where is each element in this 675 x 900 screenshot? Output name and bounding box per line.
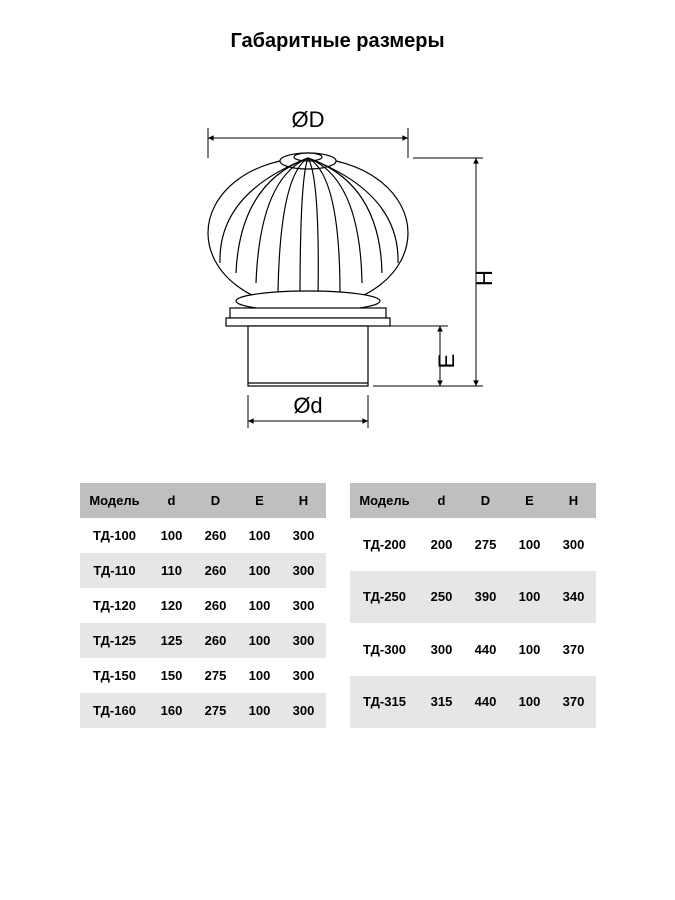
col-header-D: D: [194, 483, 238, 518]
cell-E: 100: [508, 571, 552, 624]
cell-H: 300: [282, 518, 326, 553]
cell-E: 100: [238, 623, 282, 658]
table-row: ТД-200200275100300: [350, 518, 596, 571]
table-row: ТД-315315440100370: [350, 676, 596, 729]
table-row: ТД-250250390100340: [350, 571, 596, 624]
cell-D: 390: [464, 571, 508, 624]
cell-model: ТД-200: [350, 518, 420, 571]
cell-E: 100: [238, 693, 282, 728]
cell-D: 260: [194, 553, 238, 588]
cell-H: 340: [552, 571, 596, 624]
cell-H: 300: [282, 588, 326, 623]
table-row: ТД-125125260100300: [80, 623, 326, 658]
cell-E: 100: [238, 588, 282, 623]
cell-d: 160: [150, 693, 194, 728]
col-header-H: H: [282, 483, 326, 518]
table-row: ТД-120120260100300: [80, 588, 326, 623]
label-H: H: [472, 270, 497, 286]
cell-D: 275: [194, 693, 238, 728]
cell-H: 300: [282, 658, 326, 693]
col-header-d: d: [150, 483, 194, 518]
table-row: ТД-160160275100300: [80, 693, 326, 728]
turbine-diagram: ØD: [148, 83, 528, 443]
table-row: ТД-100100260100300: [80, 518, 326, 553]
col-header-E: E: [508, 483, 552, 518]
cell-model: ТД-160: [80, 693, 150, 728]
cell-H: 370: [552, 676, 596, 729]
dimensions-table-left: Модель d D E H ТД-100100260100300ТД-1101…: [80, 483, 326, 728]
cell-E: 100: [238, 553, 282, 588]
table-row: ТД-300300440100370: [350, 623, 596, 676]
col-header-D: D: [464, 483, 508, 518]
cell-d: 200: [420, 518, 464, 571]
cell-H: 300: [282, 553, 326, 588]
cell-E: 100: [508, 518, 552, 571]
cell-model: ТД-315: [350, 676, 420, 729]
cell-d: 300: [420, 623, 464, 676]
cell-d: 125: [150, 623, 194, 658]
cell-D: 275: [194, 658, 238, 693]
cell-d: 150: [150, 658, 194, 693]
col-header-model: Модель: [350, 483, 420, 518]
cell-d: 100: [150, 518, 194, 553]
cell-E: 100: [508, 676, 552, 729]
cell-D: 275: [464, 518, 508, 571]
cell-D: 440: [464, 623, 508, 676]
cell-H: 300: [282, 623, 326, 658]
cell-H: 370: [552, 623, 596, 676]
cell-d: 110: [150, 553, 194, 588]
label-E: E: [434, 354, 459, 369]
cell-D: 440: [464, 676, 508, 729]
label-D: ØD: [291, 107, 324, 132]
col-header-E: E: [238, 483, 282, 518]
table-row: ТД-110110260100300: [80, 553, 326, 588]
label-d: Ød: [293, 393, 322, 418]
cell-model: ТД-110: [80, 553, 150, 588]
col-header-model: Модель: [80, 483, 150, 518]
cell-model: ТД-250: [350, 571, 420, 624]
cell-H: 300: [552, 518, 596, 571]
cell-d: 315: [420, 676, 464, 729]
table-row: ТД-150150275100300: [80, 658, 326, 693]
cell-D: 260: [194, 518, 238, 553]
cell-E: 100: [238, 518, 282, 553]
cell-d: 250: [420, 571, 464, 624]
cell-model: ТД-100: [80, 518, 150, 553]
tables-container: Модель d D E H ТД-100100260100300ТД-1101…: [40, 483, 635, 728]
cell-model: ТД-125: [80, 623, 150, 658]
cell-E: 100: [508, 623, 552, 676]
page-title: Габаритные размеры: [40, 30, 635, 53]
cell-model: ТД-300: [350, 623, 420, 676]
cell-H: 300: [282, 693, 326, 728]
dimensions-table-right: Модель d D E H ТД-200200275100300ТД-2502…: [350, 483, 596, 728]
cell-D: 260: [194, 623, 238, 658]
cell-D: 260: [194, 588, 238, 623]
cell-E: 100: [238, 658, 282, 693]
col-header-d: d: [420, 483, 464, 518]
cell-model: ТД-120: [80, 588, 150, 623]
cell-model: ТД-150: [80, 658, 150, 693]
col-header-H: H: [552, 483, 596, 518]
cell-d: 120: [150, 588, 194, 623]
diagram-container: ØD: [40, 83, 635, 443]
